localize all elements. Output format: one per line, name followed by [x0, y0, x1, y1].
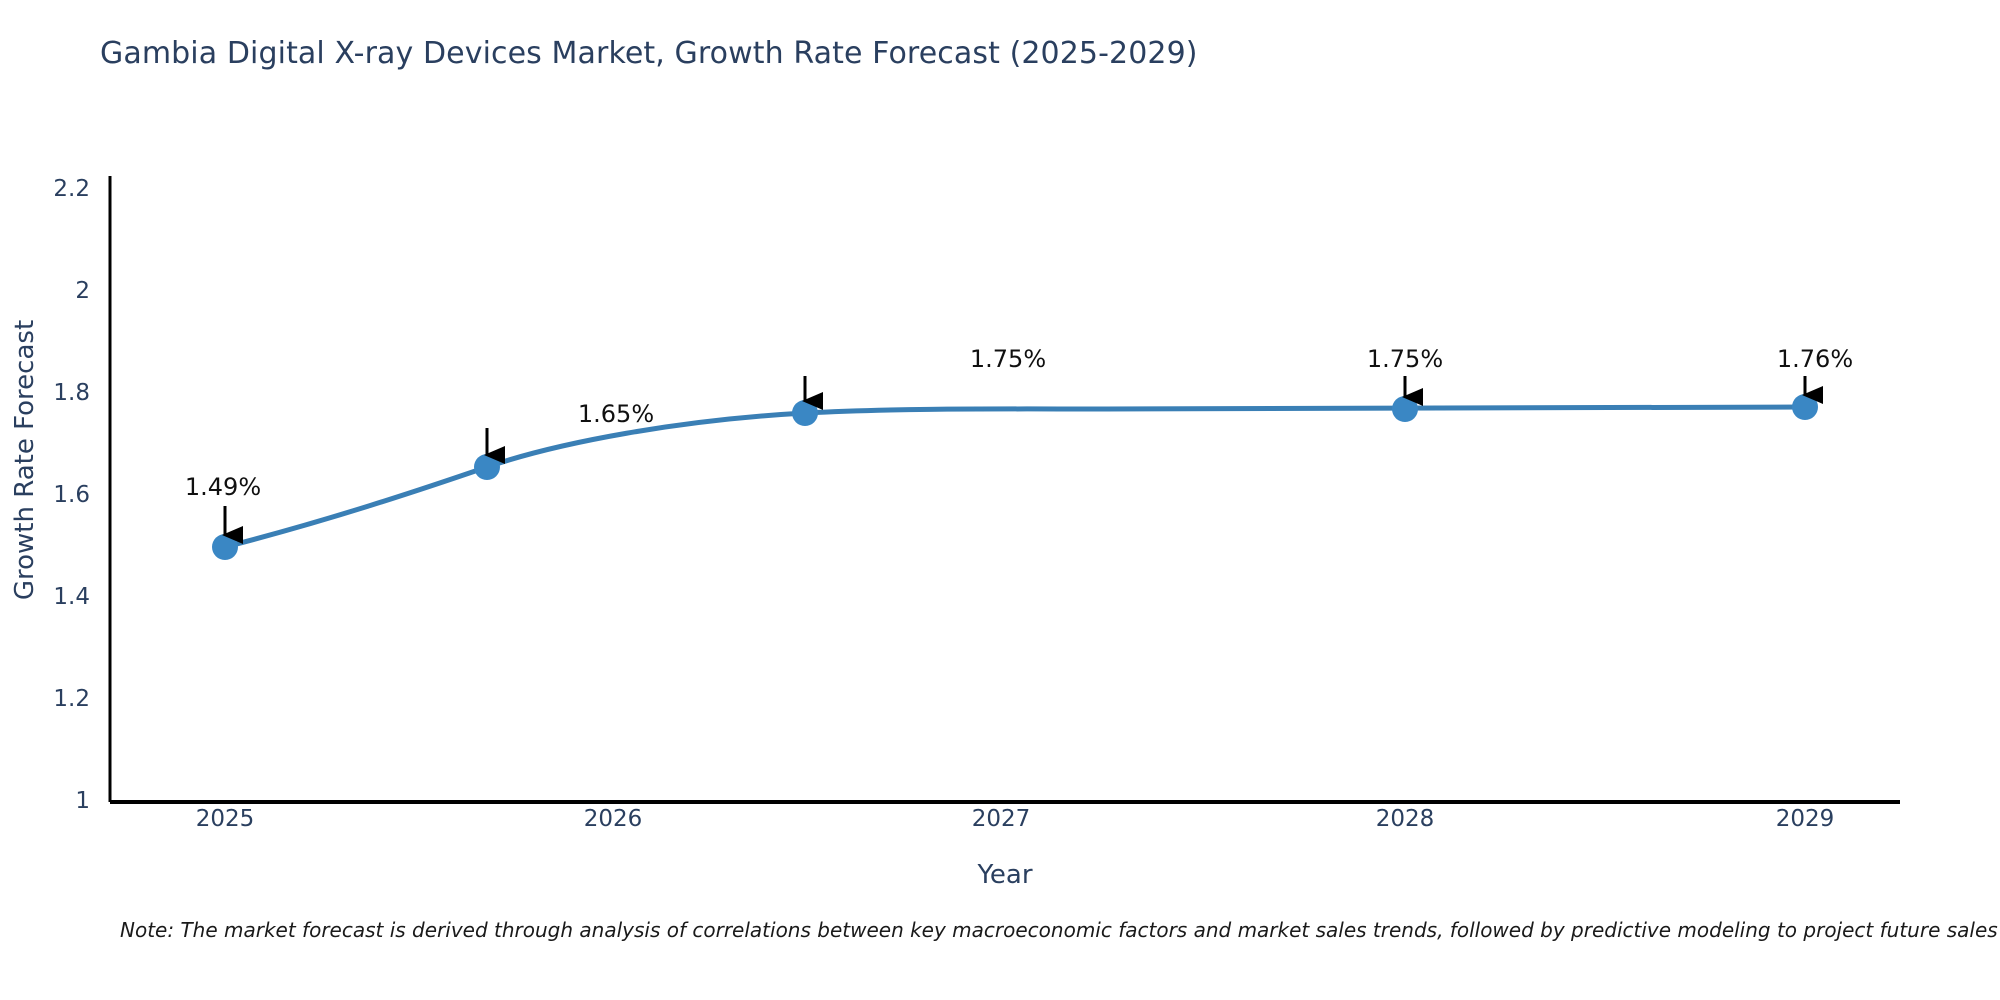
y-tick-label: 2 — [75, 278, 90, 304]
y-tick-label: 1.4 — [53, 584, 90, 610]
y-tick-label: 1 — [75, 788, 90, 814]
y-tick-label: 1.6 — [53, 482, 90, 508]
x-axis-title: Year — [977, 860, 1033, 890]
data-line — [222, 404, 1808, 550]
chart-title: Gambia Digital X-ray Devices Market, Gro… — [100, 36, 1198, 71]
data-point-marker[interactable] — [1392, 396, 1418, 422]
data-point-label: 1.49% — [184, 473, 262, 501]
y-tick-label: 2.2 — [53, 176, 90, 202]
y-tick-label: 1.8 — [53, 380, 90, 406]
x-tick-label: 2028 — [1375, 806, 1435, 832]
y-tick-label: 1.2 — [53, 686, 90, 712]
x-tick-label: 2027 — [971, 806, 1031, 832]
footnote-note: Note: The market forecast is derived thr… — [120, 918, 1998, 942]
data-point-label: 1.76% — [1776, 345, 1854, 373]
x-tick-label: 2025 — [195, 806, 255, 832]
data-point-label: 1.75% — [1366, 345, 1444, 373]
data-point-marker[interactable] — [212, 534, 238, 560]
data-point-marker[interactable] — [1792, 394, 1818, 420]
data-point-label: 1.75% — [969, 345, 1047, 373]
data-point-marker[interactable] — [474, 454, 500, 480]
x-tick-label: 2026 — [583, 806, 643, 832]
data-point-marker[interactable] — [792, 400, 818, 426]
data-point-label: 1.65% — [577, 400, 655, 428]
x-tick-label: 2029 — [1775, 806, 1835, 832]
